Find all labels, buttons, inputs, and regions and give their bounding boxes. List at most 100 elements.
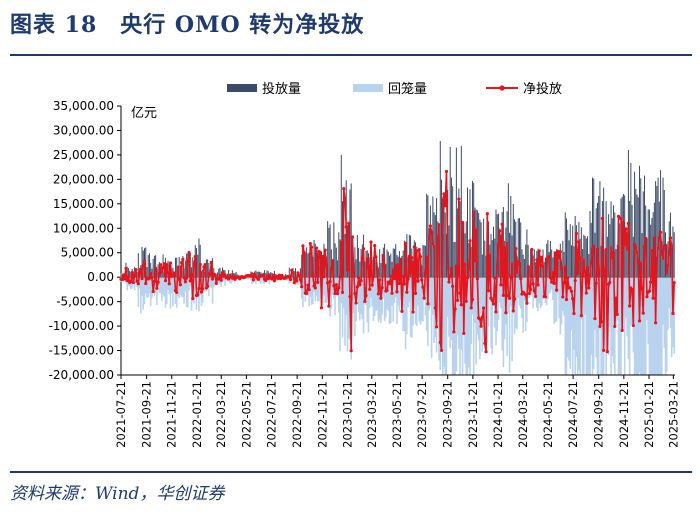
y-tick-label: 10,000.00	[53, 221, 114, 235]
net-injection-point	[357, 276, 361, 280]
net-injection-point	[495, 265, 499, 269]
net-injection-point	[305, 291, 309, 295]
net-injection-point	[472, 210, 476, 214]
net-injection-point	[298, 277, 303, 281]
net-injection-point	[203, 263, 207, 267]
net-injection-point	[458, 291, 462, 295]
net-injection-point	[276, 276, 280, 280]
net-injection-point	[667, 251, 671, 256]
net-injection-point	[446, 264, 450, 269]
net-injection-point	[277, 273, 282, 277]
net-injection-point	[572, 311, 576, 316]
net-injection-point	[628, 304, 632, 308]
net-injection-point	[580, 274, 585, 278]
net-injection-point	[363, 299, 367, 304]
y-tick-label: 20,000.00	[53, 172, 114, 186]
net-injection-point	[474, 228, 478, 232]
x-tick-label: 2023-11-21	[466, 381, 480, 448]
net-injection-point	[267, 273, 272, 278]
net-injection-point	[163, 278, 168, 283]
net-injection-point	[360, 255, 364, 260]
net-injection-point	[342, 187, 346, 191]
net-injection-point	[400, 309, 404, 313]
net-injection-point	[462, 331, 466, 335]
net-injection-point	[483, 341, 487, 345]
net-injection-point	[568, 286, 572, 290]
net-injection-point	[125, 279, 129, 283]
net-injection-point	[557, 256, 561, 260]
net-injection-point	[131, 280, 135, 285]
net-injection-point	[467, 266, 471, 270]
net-injection-point	[213, 273, 217, 277]
net-injection-point	[457, 197, 461, 201]
net-injection-point	[209, 260, 213, 264]
net-injection-point	[630, 287, 634, 292]
net-injection-point	[366, 264, 371, 268]
net-injection-point	[147, 276, 152, 280]
legend-label: 回笼量	[388, 81, 427, 97]
net-injection-point	[410, 256, 414, 260]
net-injection-point	[307, 288, 311, 292]
net-injection-point	[501, 293, 505, 297]
net-injection-point	[660, 252, 664, 256]
x-tick-label: 2022-03-21	[214, 381, 228, 448]
net-injection-point	[206, 284, 210, 288]
net-injection-point	[391, 268, 395, 272]
x-tick-label: 2024-09-21	[592, 381, 606, 448]
net-injection-point	[328, 279, 332, 284]
net-injection-point	[352, 269, 356, 273]
source-note: 资料来源：Wind，华创证券	[10, 484, 225, 504]
x-tick-label: 2021-07-21	[114, 381, 128, 448]
net-injection-point	[614, 296, 618, 300]
net-injection-point	[584, 291, 588, 295]
net-injection-point	[579, 314, 583, 318]
y-tick-label: 5,000.00	[61, 246, 114, 260]
net-injection-point	[218, 274, 222, 278]
net-injection-point	[426, 302, 430, 306]
net-injection-point	[576, 271, 580, 275]
net-injection-point	[444, 169, 449, 174]
net-injection-point	[486, 289, 491, 293]
net-injection-point	[151, 289, 155, 294]
x-tick-label: 2022-11-21	[315, 381, 329, 448]
net-injection-point	[525, 301, 529, 305]
net-injection-point	[449, 267, 454, 271]
net-injection-point	[481, 306, 486, 310]
net-injection-point	[177, 277, 181, 281]
net-injection-point	[479, 324, 483, 328]
net-injection-point	[196, 293, 200, 297]
x-tick-label: 2025-01-21	[642, 381, 656, 448]
net-injection-point	[306, 283, 310, 287]
net-injection-point	[323, 248, 327, 252]
net-injection-point	[436, 236, 440, 240]
net-injection-point	[327, 304, 331, 308]
net-injection-point	[532, 289, 536, 293]
net-injection-point	[478, 317, 482, 321]
net-injection-point	[345, 268, 350, 272]
net-injection-point	[453, 307, 457, 311]
net-injection-point	[402, 282, 406, 286]
x-tick-label: 2022-09-21	[290, 381, 304, 448]
net-injection-point	[504, 311, 508, 315]
net-injection-point	[583, 269, 587, 273]
x-tick-label: 2022-05-21	[239, 381, 253, 448]
net-injection-point	[640, 286, 644, 290]
net-injection-point	[300, 285, 304, 289]
net-injection-point	[463, 262, 467, 266]
net-injection-point	[123, 277, 127, 281]
y-axis-unit-label: 亿元	[131, 106, 157, 121]
net-injection-point	[562, 281, 566, 285]
net-injection-point	[250, 272, 254, 276]
net-injection-point	[313, 286, 317, 290]
net-injection-point	[642, 245, 647, 249]
net-injection-point	[509, 275, 513, 280]
net-injection-point	[150, 275, 154, 280]
net-injection-point	[651, 296, 655, 300]
net-injection-point	[432, 244, 436, 249]
net-injection-point	[498, 229, 502, 233]
net-injection-point	[541, 264, 545, 269]
net-injection-point	[615, 312, 619, 316]
net-injection-point	[369, 240, 373, 244]
net-injection-point	[529, 287, 533, 292]
net-injection-point	[261, 273, 265, 277]
